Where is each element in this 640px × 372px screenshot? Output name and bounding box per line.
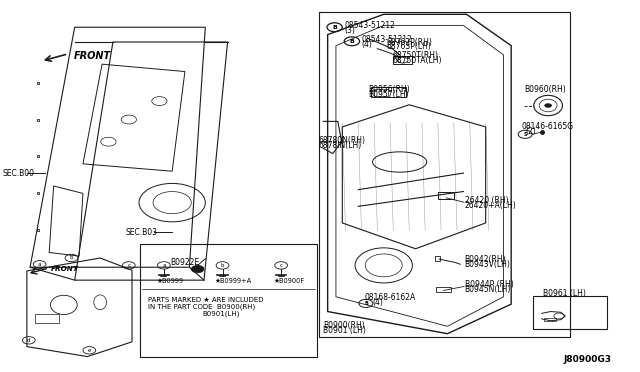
Text: 68780N(RH): 68780N(RH)	[318, 137, 365, 145]
Text: SEC.B03: SEC.B03	[125, 228, 157, 237]
Bar	[394, 56, 412, 64]
Text: S: S	[524, 132, 527, 137]
Text: B0943V(LH): B0943V(LH)	[465, 260, 511, 269]
Text: B: B	[364, 301, 368, 306]
Text: d: d	[27, 338, 31, 343]
Text: B0900(RH): B0900(RH)	[323, 321, 365, 330]
Bar	[534, 296, 607, 329]
Text: IN THE PART CODE  B0900(RH): IN THE PART CODE B0900(RH)	[148, 304, 255, 310]
Text: (3): (3)	[344, 26, 355, 35]
Text: 68763P(LH): 68763P(LH)	[387, 42, 431, 51]
Bar	[319, 13, 570, 337]
Bar	[140, 244, 317, 357]
Text: 08543-51212: 08543-51212	[362, 35, 412, 44]
Text: 08543-51212: 08543-51212	[344, 21, 395, 30]
Text: (4): (4)	[362, 40, 372, 49]
Text: B: B	[349, 39, 355, 44]
Text: 08146-6165G: 08146-6165G	[522, 122, 574, 131]
Text: c: c	[127, 263, 131, 268]
Bar	[544, 318, 556, 321]
Text: ★B0900F: ★B0900F	[273, 278, 305, 284]
Text: B0956(RH): B0956(RH)	[368, 85, 410, 94]
Text: b: b	[70, 256, 73, 260]
Text: a: a	[162, 263, 166, 268]
Text: B: B	[332, 25, 337, 30]
Text: ★B0999: ★B0999	[156, 278, 183, 284]
Circle shape	[544, 103, 552, 108]
Text: J80900G3: J80900G3	[564, 355, 612, 364]
Bar	[436, 287, 451, 292]
Text: B0922E: B0922E	[170, 258, 200, 267]
Text: (2): (2)	[525, 127, 536, 136]
Text: 68762P(RH): 68762P(RH)	[387, 38, 432, 46]
Text: FRONT: FRONT	[51, 266, 78, 272]
Text: PARTS MARKED ★ ARE INCLUDED: PARTS MARKED ★ ARE INCLUDED	[148, 297, 264, 303]
Text: FRONT: FRONT	[74, 51, 111, 61]
Text: B0944P (RH): B0944P (RH)	[465, 280, 513, 289]
Text: ★B0999+A: ★B0999+A	[215, 278, 252, 284]
Text: B0942(RH): B0942(RH)	[465, 255, 506, 264]
Bar	[438, 192, 454, 199]
Text: 26420 (RH): 26420 (RH)	[465, 196, 508, 205]
Text: e: e	[88, 348, 91, 353]
Text: 68750TA(LH): 68750TA(LH)	[393, 56, 442, 65]
Text: c: c	[280, 263, 283, 268]
Text: 68750T(RH): 68750T(RH)	[393, 51, 438, 60]
Bar	[371, 87, 406, 97]
Circle shape	[191, 265, 204, 273]
Text: (4): (4)	[372, 298, 383, 307]
Text: B0901(LH): B0901(LH)	[203, 310, 240, 317]
Text: 26420+A(LH): 26420+A(LH)	[465, 201, 516, 210]
Text: b: b	[221, 263, 224, 268]
Text: 6878IN(LH): 6878IN(LH)	[318, 141, 362, 150]
Text: B0901 (LH): B0901 (LH)	[323, 326, 366, 335]
Text: B0945N(LH): B0945N(LH)	[465, 285, 511, 294]
Text: SEC.B00: SEC.B00	[3, 169, 35, 177]
Text: B0960(RH): B0960(RH)	[524, 85, 566, 94]
Text: B0957(LH): B0957(LH)	[368, 90, 408, 99]
Bar	[374, 89, 388, 96]
Text: a: a	[38, 262, 42, 267]
Text: B0961 (LH): B0961 (LH)	[543, 289, 586, 298]
Bar	[35, 314, 59, 323]
Bar	[435, 256, 440, 261]
Text: 08168-6162A: 08168-6162A	[365, 293, 416, 302]
